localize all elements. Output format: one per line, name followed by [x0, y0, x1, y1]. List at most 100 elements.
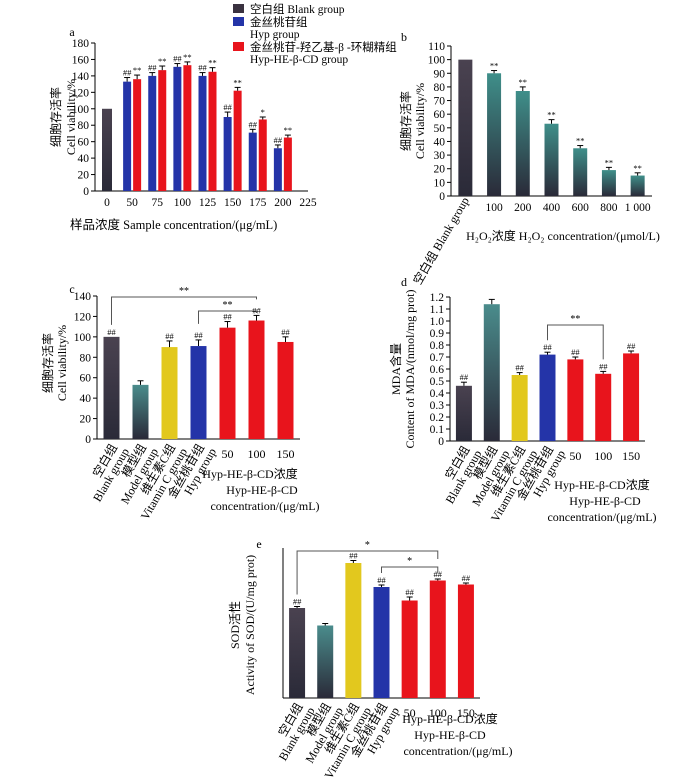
- panel-a-x-tick-label: 0: [104, 197, 110, 209]
- panel-d-y-tick-label: 0.4: [430, 388, 445, 400]
- panel-b-bar-significance-label: **: [519, 77, 528, 87]
- panel-b-y-tick-label: 40: [434, 136, 446, 148]
- panel-c-bar: [248, 320, 265, 439]
- panel-c-bar: [277, 341, 294, 439]
- panel-e-bar-significance-label: ##: [377, 575, 386, 585]
- panel-a-y-tick-label: 120: [72, 87, 90, 99]
- panel-a-bar-hyphe-significance-label: **: [133, 65, 142, 75]
- panel-d-letter: d: [401, 275, 407, 289]
- panel-c-group-unit: concentration/(μg/mL): [210, 499, 319, 513]
- panel-b-y-tick-label: 30: [434, 150, 446, 162]
- panel-a-ylabel-zh: 细胞存活率: [48, 87, 63, 147]
- panel-c-ylabel-zh: 细胞存活率: [40, 333, 55, 393]
- panel-a-x-tick-label: 150: [224, 197, 242, 209]
- panel-d-bar: [483, 304, 500, 441]
- panel-a-y-tick-label: 140: [72, 71, 90, 83]
- legend-swatch-blank: [233, 4, 244, 13]
- panel-e-x-tick-label: 100: [429, 706, 447, 720]
- panel-c-bar: [161, 347, 178, 439]
- panel-e-bar-significance-label: ##: [293, 597, 302, 607]
- panel-a-y-tick-label: 60: [78, 137, 90, 149]
- panel-a-bar-hyp: [198, 75, 207, 191]
- panel-b-bar: [630, 175, 645, 196]
- panel-c-y-tick-label: 80: [80, 352, 92, 364]
- panel-b-y-tick-label: 10: [434, 177, 446, 189]
- panel-a-y-tick-label: 20: [78, 170, 90, 182]
- panel-a-bar-hyphe: [208, 71, 217, 191]
- panel-e-x-tick-label: 150: [457, 706, 475, 720]
- panel-d-bar-significance-label: ##: [543, 342, 552, 352]
- panel-e-bar: [429, 580, 446, 698]
- panel-b-bar: [573, 148, 588, 196]
- panel-b-y-tick-label: 100: [428, 55, 446, 67]
- panel-d-bar-significance-label: ##: [599, 361, 608, 371]
- panel-c-bar-significance-label: ##: [252, 305, 261, 315]
- panel-e-bar: [317, 625, 334, 698]
- panel-c-ylabel-en: Cell viability/%: [55, 325, 69, 401]
- panel-b-xlabel: H₂O₂浓度 H₂O₂ concentration/(μmol/L): [466, 228, 660, 243]
- panel-d-y-tick-label: 1.2: [430, 292, 445, 304]
- panel-e-bar-significance-label: ##: [434, 569, 443, 579]
- panel-c-group-sub: Hyp-HE-β-CD: [226, 483, 298, 497]
- panel-d-y-tick-label: 1.0: [430, 316, 445, 328]
- panel-b-x-tick-label: 400: [543, 202, 561, 214]
- panel-e-bar-significance-label: ##: [405, 587, 414, 597]
- panel-e-ylabel-zh: SOD活性: [228, 601, 242, 649]
- panel-c-x-tick-label: 150: [277, 447, 295, 461]
- legend-label-hyphe-en: Hyp-HE-β-CD group: [250, 54, 348, 66]
- panel-e-bracket-2: [381, 566, 439, 573]
- legend-swatch-hyphe: [233, 42, 244, 51]
- panel-c-bar-significance-label: ##: [107, 327, 116, 337]
- panel-d-bar-significance-label: ##: [571, 347, 580, 357]
- panel-a-bar-hyphe-significance-label: *: [261, 107, 265, 117]
- panel-c-y-tick-label: 140: [74, 291, 92, 303]
- panel-a-y-tick-label: 160: [72, 54, 90, 66]
- panel-a-x-tick-label: 100: [174, 197, 192, 209]
- panel-c-bracket-2: [198, 310, 257, 324]
- panel-a-x-tick-label: 225: [299, 197, 317, 209]
- panel-b-y-tick-label: 80: [434, 82, 446, 94]
- panel-a-ylabel-en: Cell viability/%: [64, 79, 78, 155]
- panel-b-x-tick-label: 100: [485, 202, 503, 214]
- panel-b-x-tick-label: 600: [572, 202, 590, 214]
- panel-b-x-tick-label-blank: 空白组 Blank group: [410, 194, 472, 287]
- panel-a-bar-hyp: [248, 132, 257, 191]
- panel-c-bar: [219, 327, 236, 439]
- legend-label-blank: 空白组 Blank group: [250, 2, 345, 16]
- panel-b-y-tick-label: 110: [428, 41, 445, 53]
- panel-a-bar-hyp-significance-label: ##: [249, 119, 258, 129]
- legend-label-hyphe-zh: 金丝桃苷-羟乙基-β -环糊精组: [250, 40, 397, 54]
- panel-c-bar-significance-label: ##: [194, 330, 203, 340]
- panel-d-bar-significance-label: ##: [627, 341, 636, 351]
- panel-b-bar: [487, 73, 502, 196]
- panel-c-group-label: Hyp-HE-β-CD浓度: [202, 466, 297, 481]
- panel-d-x-tick-label: 100: [594, 449, 612, 463]
- panel-e-bar: [373, 587, 390, 698]
- panel-a-bar-hyp: [123, 81, 132, 191]
- panel-d-y-tick-label: 0.2: [430, 412, 445, 424]
- panel-d-bar: [539, 354, 556, 441]
- panel-e-bar: [289, 608, 306, 698]
- panel-c-y-tick-label: 120: [74, 311, 92, 323]
- panel-b-bar: [515, 91, 530, 196]
- panel-a-bar-hyphe-significance-label: **: [208, 58, 217, 68]
- panel-a-bar-hyphe: [283, 137, 292, 191]
- panel-b-bar-significance-label: **: [576, 136, 585, 146]
- panel-d-x-tick-label: 150: [622, 449, 640, 463]
- panel-a-x-tick-label: 75: [152, 197, 164, 209]
- panel-c-y-tick-label: 40: [80, 393, 92, 405]
- panel-e-bar-significance-label: ##: [462, 573, 471, 583]
- panel-a-bar-hyp-significance-label: ##: [198, 63, 207, 73]
- panel-d-y-tick-label: 0.8: [430, 340, 445, 352]
- panel-e-group-label: Hyp-HE-β-CD浓度: [402, 711, 497, 726]
- panel-b-letter: b: [401, 30, 407, 44]
- panel-d-group-sub: Hyp-HE-β-CD: [569, 494, 641, 508]
- panel-c-bracket-1-label: **: [179, 286, 189, 297]
- panel-a-bar-hyphe-significance-label: **: [233, 77, 242, 87]
- panel-b-y-tick-label: 70: [434, 96, 446, 108]
- panel-d-bar: [595, 373, 612, 441]
- panel-a-bar-hyp-significance-label: ##: [173, 54, 182, 64]
- panel-d-bracket-1: [547, 324, 604, 360]
- panel-e-ylabel-en: Activity of SOD/(U/mg prot): [243, 555, 257, 695]
